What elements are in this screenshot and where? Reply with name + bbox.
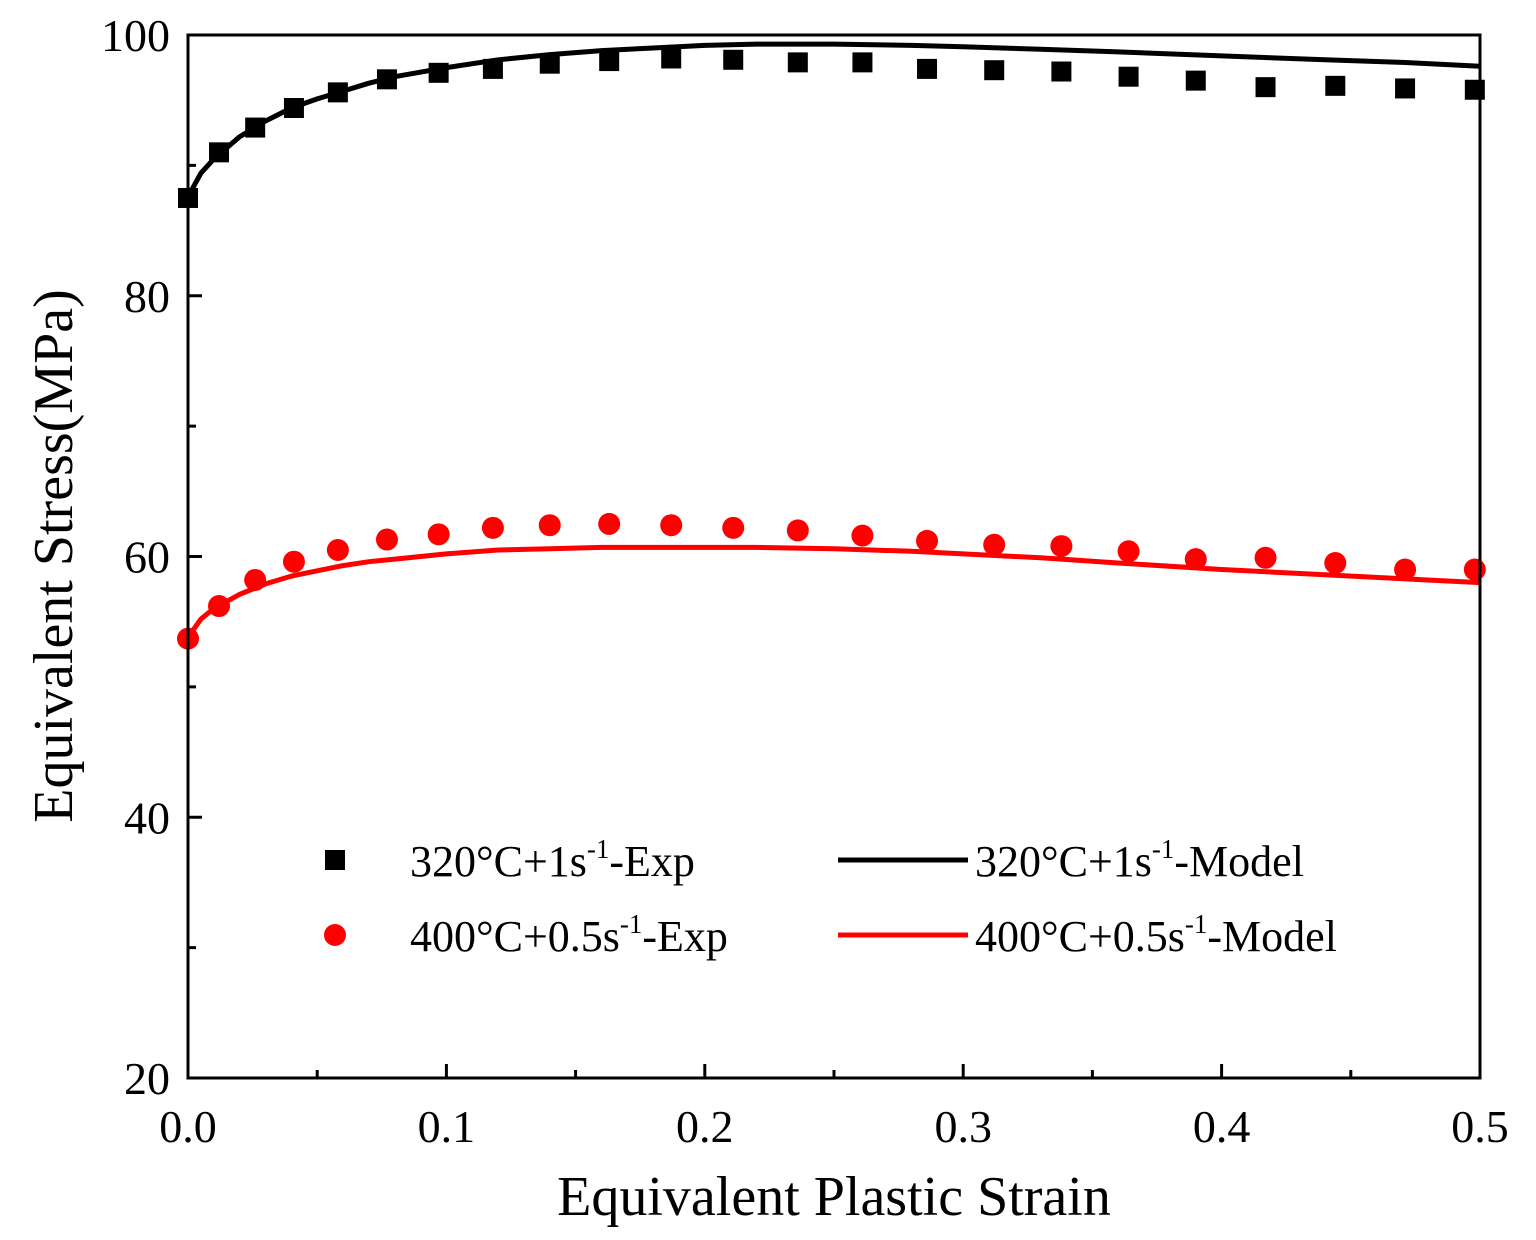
exp-point-square [1255, 77, 1276, 98]
exp-point-square [852, 52, 873, 73]
exp-point-circle [983, 533, 1006, 556]
exp-point-square [245, 117, 266, 138]
series-layer [177, 41, 1486, 650]
legend-label: 400°C+0.5s-1-Model [975, 909, 1337, 961]
exp-point-square [1118, 66, 1139, 87]
exp-point-square [327, 82, 348, 103]
exp-point-circle [598, 512, 621, 535]
exp-point-circle [244, 568, 267, 591]
legend-label: 400°C+0.5s-1-Exp [410, 909, 728, 961]
exp-point-square [984, 60, 1005, 81]
model-line [185, 544, 1481, 639]
legend-label: 320°C+1s-1-Exp [410, 834, 695, 886]
y-tick-label: 20 [124, 1053, 170, 1104]
exp-point-circle [1254, 546, 1277, 569]
exp-point-square [1051, 61, 1072, 82]
exp-point-square [428, 62, 449, 83]
exp-point-circle [660, 514, 683, 537]
axis-layer: 0.0 0.1 0.2 0.3 0.4 0.5 20 40 60 80 100 [101, 10, 1509, 1152]
exp-point-square [599, 51, 620, 72]
y-tick-label: 100 [101, 10, 170, 61]
exp-point-circle [1394, 558, 1417, 581]
model-line [185, 41, 1481, 198]
y-tick-label: 80 [124, 271, 170, 322]
exp-point-square [661, 48, 682, 69]
x-axis-title: Equivalent Plastic Strain [557, 1166, 1111, 1228]
exp-point-circle [1117, 540, 1140, 563]
exp-point-circle [375, 528, 398, 551]
exp-point-circle [1324, 552, 1347, 575]
x-tick-label: 0.3 [934, 1101, 992, 1152]
y-axis-title: Equivalent Stress(MPa) [23, 289, 85, 822]
exp-point-square [787, 52, 808, 73]
exp-point-circle [282, 550, 305, 573]
x-tick-label: 0.2 [676, 1101, 734, 1152]
exp-point-circle [538, 514, 561, 537]
exp-point-circle [1184, 548, 1207, 571]
x-tick-label: 0.4 [1193, 1101, 1251, 1152]
x-tick-label: 0.1 [418, 1101, 476, 1152]
exp-point-circle [916, 529, 939, 552]
exp-point-square [723, 49, 744, 70]
exp-point-square [1464, 79, 1485, 100]
x-tick-label: 0.0 [159, 1101, 217, 1152]
exp-point-square [283, 98, 304, 119]
exp-point-square [376, 69, 397, 90]
legend-marker-circle [324, 924, 346, 946]
exp-point-circle [851, 524, 874, 547]
exp-point-square [1325, 75, 1346, 96]
legend-marker-square [325, 850, 345, 870]
exp-point-circle [326, 538, 349, 561]
exp-point-square [1185, 70, 1206, 91]
legend: 320°C+1s-1-Exp 320°C+1s-1-Model 400°C+0.5s… [324, 834, 1337, 961]
exp-point-square [482, 58, 503, 79]
exp-point-square [1395, 78, 1416, 99]
exp-point-circle [208, 595, 231, 618]
y-tick-label: 40 [124, 792, 170, 843]
exp-point-square [539, 53, 560, 74]
x-tick-label: 0.5 [1451, 1101, 1509, 1152]
legend-label: 320°C+1s-1-Model [975, 834, 1304, 886]
exp-point-circle [786, 519, 809, 542]
exp-point-square [209, 142, 230, 163]
exp-point-circle [427, 523, 450, 546]
y-tick-label: 60 [124, 532, 170, 583]
exp-point-circle [722, 516, 745, 539]
exp-point-circle [1463, 558, 1486, 581]
exp-point-circle [481, 516, 504, 539]
exp-point-square [917, 58, 938, 79]
exp-point-circle [1050, 535, 1073, 558]
